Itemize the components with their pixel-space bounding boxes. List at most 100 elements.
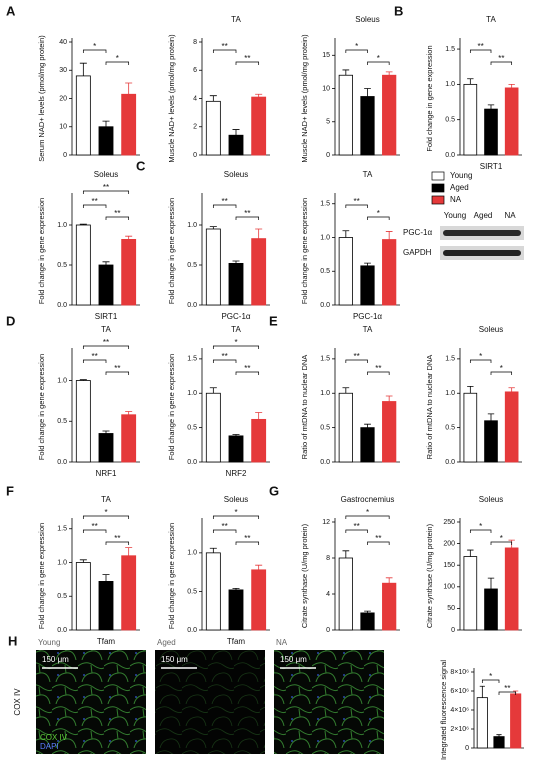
error-bar [487, 577, 495, 589]
significance-label: ** [222, 42, 228, 51]
significance-bracket [490, 541, 513, 545]
significance-bracket [367, 371, 390, 375]
significance-label: ** [222, 197, 228, 206]
bar [504, 87, 519, 156]
y-tick-label: 0.0 [320, 302, 330, 309]
significance-bracket [105, 541, 130, 545]
significance-bracket [82, 49, 107, 53]
y-axis-label: Integrated fluorescence signal [439, 660, 448, 760]
y-tick-label: 1.5 [445, 356, 455, 363]
y-tick-label: 6×10⁶ [450, 688, 469, 695]
chart-title: Gastrocnemius [341, 495, 395, 504]
bar [98, 433, 114, 463]
bar [338, 392, 353, 463]
significance-label: ** [222, 352, 228, 361]
legend-swatch [431, 195, 445, 205]
y-tick-label: 6 [193, 67, 197, 74]
channel-label: COX IV [40, 733, 68, 742]
error-bar [364, 262, 371, 266]
legend-label: Aged [450, 183, 469, 192]
error-bar [125, 547, 133, 556]
significance-bracket [235, 61, 260, 65]
y-tick-label: 12 [322, 519, 330, 526]
y-tick-label: 0.0 [445, 152, 455, 159]
bar-chart: 0.0 0.5 1.0 1.5 Ratio of mtDNA to nuclear DN… [425, 325, 522, 466]
y-tick-label: 4×10⁶ [450, 707, 469, 714]
significance-label: * [377, 209, 380, 218]
bar [360, 96, 375, 156]
significance-bracket [367, 61, 390, 65]
y-axis-label: Fold change in gene expression [37, 523, 46, 629]
error-bar [125, 82, 133, 95]
error-bar [496, 734, 502, 737]
error-bar [467, 385, 474, 394]
bar-chart: 0.0 0.5 1.0 1.5 Ratio of mtDNA to nuclear DN… [269, 313, 400, 466]
y-tick-label: 0 [465, 745, 469, 752]
row-label: COX IV [13, 688, 22, 716]
significance-label: ** [244, 534, 250, 543]
significance-bracket [212, 359, 237, 363]
y-tick-label: 0.0 [445, 459, 455, 466]
bar-chart: 0 2 4 6 8 Muscle NAD+ levels (pmol/mg protein… [167, 15, 270, 163]
panel-letter: C [136, 158, 146, 173]
error-bar [232, 260, 240, 264]
significance-bracket [82, 204, 107, 208]
panel-letter: B [394, 3, 403, 18]
error-bar [79, 559, 87, 563]
significance-bracket [469, 529, 492, 533]
error-bar [209, 387, 217, 394]
chart-title: Soleus [224, 170, 248, 179]
significance-label: ** [375, 534, 381, 543]
significance-label: * [377, 54, 380, 63]
y-axis-label: Ratio of mtDNA to nuclear DNA [425, 355, 434, 460]
bar [510, 693, 522, 749]
y-tick-label: 0 [193, 152, 197, 159]
error-bar [342, 387, 350, 394]
y-tick-label: 1.0 [320, 234, 330, 241]
significance-bracket [367, 216, 390, 220]
scale-label: 150 μm [161, 655, 188, 664]
significance-bracket [345, 529, 368, 533]
y-tick-label: 1.0 [187, 390, 197, 397]
significance-label: * [234, 508, 237, 517]
y-tick-label: 0.5 [320, 268, 330, 275]
significance-label: ** [478, 42, 484, 51]
significance-bracket [82, 345, 130, 349]
significance-bracket [212, 529, 237, 533]
bar [463, 392, 478, 463]
bar [360, 265, 375, 306]
blot-lane-label: Aged [474, 211, 493, 220]
error-bar [364, 423, 371, 428]
chart-title: Soleus [355, 15, 379, 24]
y-tick-label: 2×10⁶ [450, 726, 469, 733]
y-tick-label: 150 [443, 562, 455, 569]
x-axis-label: SIRT1 [480, 162, 503, 171]
chart-title: Soleus [224, 495, 248, 504]
bar [338, 237, 353, 306]
bar [205, 100, 221, 156]
y-tick-label: 0.0 [57, 302, 67, 309]
y-tick-label: 4 [193, 95, 197, 102]
bar [382, 74, 397, 156]
y-axis-label: Serum NAD+ levels (pmol/mg protein) [37, 35, 46, 162]
bar [382, 582, 397, 631]
significance-label: ** [103, 338, 109, 347]
error-bar [209, 95, 217, 102]
significance-label: ** [114, 534, 120, 543]
bar [251, 569, 267, 631]
panel-letter: F [6, 483, 14, 498]
y-tick-label: 8 [326, 555, 330, 562]
error-bar [342, 550, 350, 558]
significance-bracket [469, 359, 492, 363]
y-tick-label: 40 [59, 39, 67, 46]
y-tick-label: 1.0 [445, 81, 455, 88]
panel-letter: E [269, 313, 278, 328]
error-bar [385, 231, 393, 240]
y-tick-label: 1.0 [445, 390, 455, 397]
error-bar [342, 69, 350, 76]
significance-bracket [345, 204, 368, 208]
x-axis-label: PGC-1α [353, 312, 382, 321]
bar [75, 380, 91, 463]
y-tick-label: 0 [326, 627, 330, 634]
x-axis-label: NRF2 [226, 469, 247, 478]
